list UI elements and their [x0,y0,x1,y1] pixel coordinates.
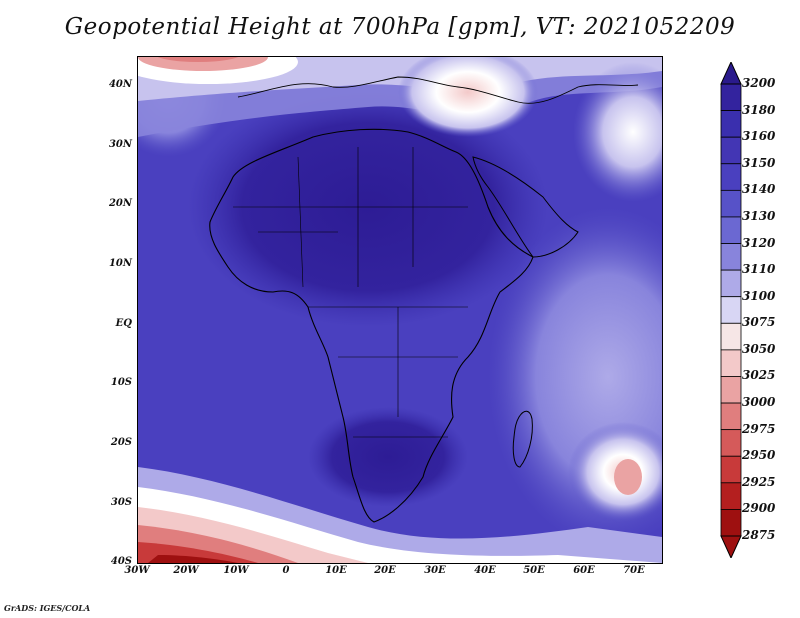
colorbar-swatch [720,136,742,165]
colorbar-level-label: 2875 [742,528,776,542]
colorbar-level-label: 3075 [742,315,776,330]
grads-credit: GrADS: IGES/COLA [4,603,91,613]
lon-label-10w: 10W [223,565,249,576]
lat-label-10n: 10N [108,258,132,269]
lat-label-10s: 10S [110,377,132,388]
colorbar-swatch [720,216,742,244]
colorbar-level-label: 3050 [742,341,776,356]
lat-label-20n: 20N [108,198,132,209]
colorbar-swatch [720,509,742,537]
colorbar-level-label: 3000 [742,395,776,410]
lat-label-30n: 30N [108,139,132,150]
colorbar [720,62,742,558]
colorbar-swatch [720,349,742,377]
lat-label-20s: 20S [110,437,132,448]
colorbar-swatch [720,189,742,218]
lon-label-60e: 60E [573,565,595,576]
colorbar-level-label: 3100 [742,288,776,303]
lon-label-20w: 20W [173,565,199,576]
colorbar-level-label: 2900 [742,501,776,516]
colorbar-swatch [720,322,742,351]
colorbar-swatch [720,163,742,191]
colorbar-level-label: 2975 [742,421,776,436]
colorbar-level-label: 3200 [742,76,776,90]
lat-label-eq: EQ [115,318,132,329]
colorbar-level-label: 3140 [742,182,776,197]
colorbar-swatch [720,482,742,510]
lat-label-30s: 30S [110,497,132,508]
lon-label-20e: 20E [374,565,396,576]
lon-label-30e: 30E [424,565,446,576]
colorbar-swatch [720,269,742,298]
colorbar-swatch [720,243,742,271]
colorbar-swatch [720,296,742,324]
colorbar-level-label: 3120 [742,235,776,250]
colorbar-swatch [720,455,742,484]
lon-label-40e: 40E [474,565,496,576]
colorbar-level-label: 2925 [742,474,776,489]
lon-label-50e: 50E [523,565,545,576]
lon-label-70e: 70E [623,565,645,576]
lon-label-30w: 30W [124,565,150,576]
lat-label-40s: 40S [110,556,132,567]
colorbar-level-label: 3025 [742,368,776,383]
geopotential-field-map [138,57,662,563]
map-plot-area [137,56,663,564]
colorbar-level-label: 3180 [742,102,776,117]
colorbar-level-label: 3150 [742,155,776,170]
colorbar-swatch [720,376,742,404]
lon-label-10e: 10E [325,565,347,576]
lon-label-0: 0 [282,565,290,576]
colorbar-level-label: 3160 [742,129,776,144]
lat-label-40n: 40N [108,79,132,90]
colorbar-level-label: 2950 [742,448,776,463]
map-title: Geopotential Height at 700hPa [gpm], VT:… [64,14,736,40]
colorbar-swatch [720,429,742,457]
colorbar-level-label: 3130 [742,208,776,223]
colorbar-swatch [720,110,742,138]
colorbar-level-label: 3110 [742,262,776,277]
colorbar-swatch [720,83,742,111]
colorbar-swatch [720,402,742,431]
